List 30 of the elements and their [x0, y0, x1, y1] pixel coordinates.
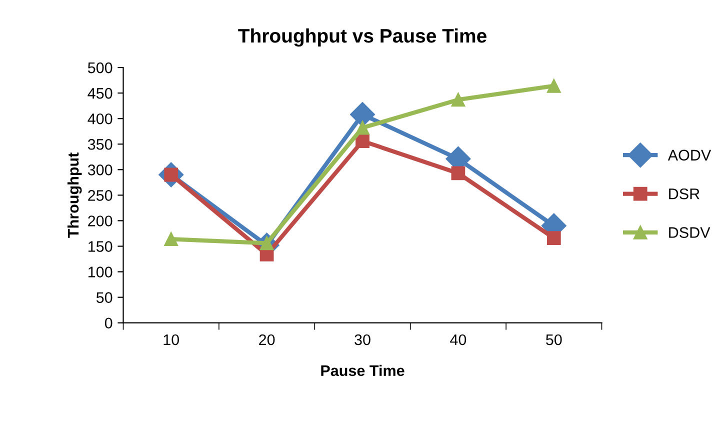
x-tick-label: 10 — [164, 334, 179, 346]
point — [350, 102, 375, 127]
x-tick-label: 50 — [546, 334, 562, 346]
x-tick-label: 30 — [354, 334, 370, 346]
x-tick-label: 20 — [259, 334, 275, 346]
point — [356, 120, 370, 135]
chart-title: Throughput vs Pause Time — [238, 28, 486, 47]
legend-label: DSR — [669, 188, 700, 200]
y-tick-label: 100 — [88, 266, 112, 278]
y-tick-label: 150 — [88, 241, 112, 252]
point — [164, 232, 178, 246]
legend-label: DSDV — [669, 227, 710, 238]
point — [356, 134, 370, 148]
point — [451, 166, 466, 180]
point — [451, 92, 466, 107]
y-tick-label: 200 — [88, 216, 112, 226]
y-tick-label: 300 — [88, 164, 112, 176]
y-tick-label: 350 — [88, 138, 112, 150]
y-tick-label: 500 — [88, 62, 112, 74]
x-axis-title: Pause Time — [321, 364, 404, 376]
y-axis-title: Throughput — [67, 152, 82, 238]
point — [546, 231, 561, 246]
y-tick-label: 250 — [88, 190, 112, 201]
point — [546, 78, 561, 93]
y-tick-label: 400 — [88, 113, 112, 124]
y-tick-label: 50 — [96, 292, 112, 303]
legend-label: AODV — [668, 150, 712, 161]
x-tick-label: 40 — [450, 334, 466, 346]
y-tick-label: 450 — [88, 88, 112, 99]
y-tick-label: 0 — [104, 318, 112, 329]
